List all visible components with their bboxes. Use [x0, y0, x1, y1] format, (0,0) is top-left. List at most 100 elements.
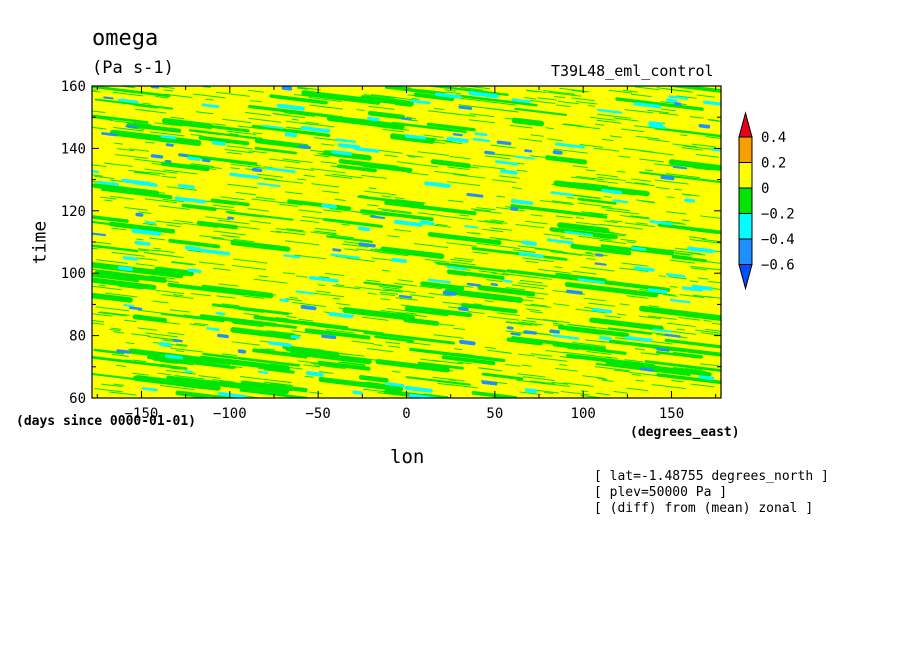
green-dash — [666, 211, 687, 215]
green-dash — [469, 113, 495, 118]
green-dash — [696, 94, 716, 98]
blue-core — [129, 306, 143, 311]
green-dash — [654, 179, 689, 185]
green-dash — [530, 134, 544, 137]
green-dash — [448, 199, 464, 203]
green-dash — [162, 198, 184, 203]
green-dash — [113, 383, 125, 386]
green-dash — [382, 128, 405, 133]
cyan-core — [305, 371, 324, 377]
green-band — [231, 318, 265, 328]
blue-core — [490, 282, 498, 287]
green-dash — [554, 266, 563, 269]
cyan-core — [393, 219, 423, 227]
green-dash — [676, 95, 697, 99]
green-dash — [159, 385, 195, 391]
green-dash — [325, 329, 355, 334]
green-band — [380, 246, 445, 259]
cyan-core — [201, 103, 220, 109]
green-dash — [692, 294, 714, 299]
green-dash — [165, 370, 197, 375]
green-band — [375, 359, 450, 373]
green-dash — [641, 200, 655, 204]
green-dash — [286, 228, 304, 232]
green-dash — [396, 312, 428, 318]
green-dash — [252, 132, 263, 135]
green-band — [152, 356, 195, 366]
green-dash — [343, 241, 360, 244]
green-dash — [240, 376, 268, 381]
green-dash — [155, 220, 183, 225]
green-band — [577, 197, 617, 205]
green-dash — [380, 298, 391, 301]
blue-core — [227, 216, 235, 220]
green-dash — [618, 225, 643, 230]
green-band — [304, 328, 371, 340]
green-dash — [663, 88, 693, 93]
green-dash — [447, 379, 456, 382]
green-dash — [524, 97, 536, 100]
green-band — [251, 124, 331, 138]
green-dash — [395, 297, 418, 301]
blue-core — [481, 380, 498, 386]
blue-core — [466, 192, 484, 198]
green-dash — [525, 89, 547, 94]
green-dash — [598, 327, 609, 330]
green-band — [323, 218, 383, 228]
green-dash — [576, 101, 598, 105]
green-dash — [92, 117, 112, 121]
blue-core — [178, 153, 189, 158]
green-band — [254, 138, 309, 150]
green-dash — [147, 171, 166, 175]
cyan-core — [177, 183, 195, 189]
green-dash — [182, 222, 218, 228]
colorbar-label: −0.4 — [761, 232, 795, 248]
green-dash — [428, 292, 452, 297]
green-dash — [361, 174, 388, 179]
green-dash — [411, 98, 420, 100]
blue-core — [660, 175, 675, 181]
green-dash — [243, 313, 260, 316]
green-dash — [284, 384, 294, 387]
cyan-core — [468, 91, 499, 99]
green-band — [92, 114, 149, 124]
green-dash — [394, 282, 418, 287]
green-dash — [232, 258, 268, 264]
blue-core — [459, 339, 476, 346]
green-dash — [530, 310, 543, 314]
green-dash — [166, 186, 198, 191]
green-dash — [296, 178, 307, 181]
y-tick-label: 120 — [61, 204, 86, 220]
green-dash — [248, 150, 267, 154]
green-dash — [691, 143, 717, 148]
green-dash — [435, 223, 448, 227]
green-dash — [295, 275, 308, 278]
green-band — [460, 302, 518, 314]
green-dash — [618, 155, 631, 158]
cyan-core — [601, 188, 622, 195]
green-dash — [625, 181, 655, 187]
green-band — [462, 292, 498, 300]
green-band — [654, 127, 721, 138]
green-dash — [575, 221, 600, 226]
green-dash — [518, 250, 536, 254]
green-dash — [630, 215, 650, 219]
green-dash — [149, 237, 166, 241]
blue-core — [457, 306, 469, 312]
cyan-core — [419, 220, 435, 226]
green-dash — [319, 276, 330, 279]
cyan-core — [592, 307, 613, 314]
green-dash — [406, 154, 423, 158]
green-dash — [379, 291, 399, 295]
green-dash — [635, 379, 645, 382]
cyan-core — [495, 160, 519, 166]
green-dash — [605, 356, 618, 359]
green-dash — [635, 135, 660, 140]
green-band — [358, 375, 389, 383]
green-dash — [446, 242, 477, 247]
green-dash — [635, 222, 648, 225]
green-dash — [671, 380, 684, 383]
green-dash — [542, 319, 570, 324]
green-dash — [555, 215, 573, 219]
green-dash — [580, 394, 602, 398]
